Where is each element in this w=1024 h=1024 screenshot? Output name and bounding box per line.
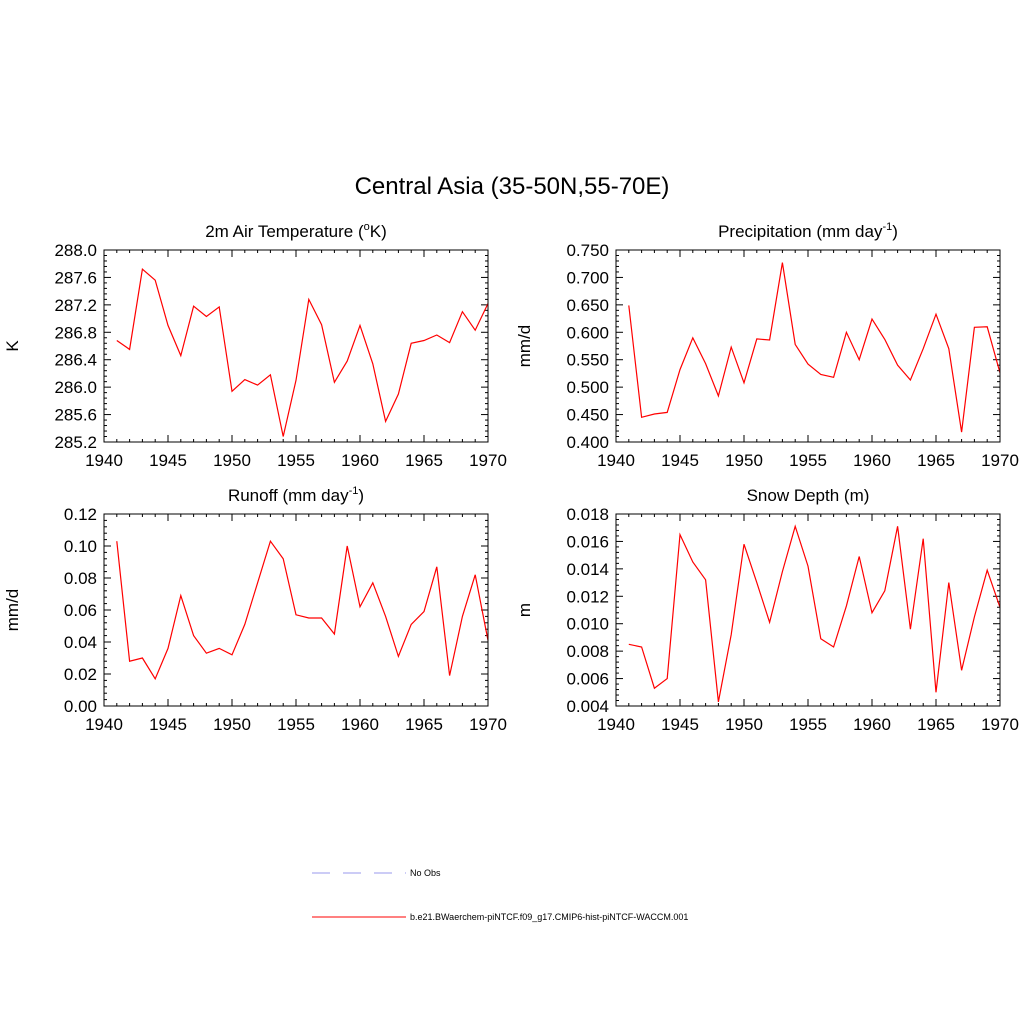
x-tick-label: 1940 xyxy=(85,451,123,470)
x-tick-label: 1965 xyxy=(917,715,955,734)
y-tick-label: 0.004 xyxy=(566,697,609,716)
y-tick-label: 285.2 xyxy=(54,433,97,452)
y-tick-label: 0.04 xyxy=(64,633,97,652)
x-tick-label: 1940 xyxy=(597,451,635,470)
x-tick-label: 1960 xyxy=(853,715,891,734)
x-tick-label: 1945 xyxy=(661,451,699,470)
x-tick-label: 1950 xyxy=(213,451,251,470)
x-tick-label: 1945 xyxy=(149,715,187,734)
y-tick-label: 0.12 xyxy=(64,505,97,524)
panel-title: Runoff (mm day-1) xyxy=(228,485,364,505)
x-tick-label: 1965 xyxy=(405,451,443,470)
y-tick-label: 0.450 xyxy=(566,406,609,425)
y-tick-label: 285.6 xyxy=(54,406,97,425)
y-tick-label: 0.700 xyxy=(566,268,609,287)
figure-title: Central Asia (35-50N,55-70E) xyxy=(355,173,670,200)
y-tick-label: 0.014 xyxy=(566,560,609,579)
panel-title-tail: K) xyxy=(370,222,387,241)
panel-title-main: Snow Depth (m) xyxy=(747,486,870,505)
x-tick-label: 1970 xyxy=(469,715,507,734)
panel-title-superscript: -1 xyxy=(349,485,359,497)
y-axis-label: K xyxy=(3,340,22,352)
y-tick-label: 0.016 xyxy=(566,532,609,551)
y-tick-label: 0.012 xyxy=(566,587,609,606)
panel-title-superscript: o xyxy=(364,221,370,233)
y-tick-label: 0.10 xyxy=(64,537,97,556)
series-line xyxy=(628,524,1001,703)
y-tick-label: 286.4 xyxy=(54,351,97,370)
panel-title: Snow Depth (m) xyxy=(747,486,870,505)
x-tick-label: 1950 xyxy=(213,715,251,734)
plot-frame xyxy=(103,513,489,707)
y-tick-label: 287.2 xyxy=(54,296,97,315)
y-tick-label: 0.018 xyxy=(566,505,609,524)
x-tick-label: 1950 xyxy=(725,451,763,470)
panel-title-tail: ) xyxy=(892,222,898,241)
x-tick-label: 1940 xyxy=(85,715,123,734)
x-tick-label: 1960 xyxy=(341,451,379,470)
x-tick-label: 1970 xyxy=(469,451,507,470)
y-axis-label: mm/d xyxy=(515,325,534,368)
y-tick-label: 0.750 xyxy=(566,241,609,260)
y-tick-label: 286.8 xyxy=(54,323,97,342)
y-tick-label: 0.400 xyxy=(566,433,609,452)
y-tick-label: 0.00 xyxy=(64,697,97,716)
y-tick-label: 286.0 xyxy=(54,378,97,397)
panels-group: 2m Air Temperature (oK) K 285.2 285.6 286.0 2… xyxy=(3,221,1019,734)
x-tick-label: 1960 xyxy=(341,715,379,734)
panel-title-superscript: -1 xyxy=(882,221,892,233)
y-tick-label: 0.650 xyxy=(566,296,609,315)
y-tick-label: 0.550 xyxy=(566,351,609,370)
x-tick-label: 1965 xyxy=(917,451,955,470)
plot-frame xyxy=(615,249,1001,443)
panel-title: 2m Air Temperature (oK) xyxy=(205,221,387,241)
panel-title: Precipitation (mm day-1) xyxy=(718,221,898,241)
panel-3: Runoff (mm day-1) mm/d 0.00 0.02 0.04 0.06 0.0… xyxy=(3,485,507,734)
y-tick-label: 288.0 xyxy=(54,241,97,260)
x-tick-label: 1970 xyxy=(981,451,1019,470)
legend-label-2: b.e21.BWaerchem-piNTCF.f09_g17.CMIP6-his… xyxy=(410,912,688,922)
x-tick-label: 1955 xyxy=(789,451,827,470)
y-tick-label: 0.600 xyxy=(566,323,609,342)
panel-title-main: 2m Air Temperature ( xyxy=(205,222,364,241)
x-tick-label: 1940 xyxy=(597,715,635,734)
y-tick-label: 0.006 xyxy=(566,670,609,689)
plot-frame xyxy=(615,513,1001,707)
y-tick-label: 0.06 xyxy=(64,601,97,620)
series-line xyxy=(628,262,1001,433)
series-line xyxy=(116,539,489,681)
y-axis-label: m xyxy=(515,603,534,617)
series-line xyxy=(116,268,489,437)
x-tick-label: 1955 xyxy=(789,715,827,734)
y-tick-label: 0.02 xyxy=(64,665,97,684)
panel-2: Precipitation (mm day-1) mm/d 0.400 0.450 0.… xyxy=(515,221,1019,470)
x-tick-label: 1965 xyxy=(405,715,443,734)
panel-title-tail: ) xyxy=(358,486,364,505)
x-tick-label: 1945 xyxy=(661,715,699,734)
y-tick-label: 0.008 xyxy=(566,642,609,661)
x-tick-label: 1955 xyxy=(277,451,315,470)
legend-label-1: No Obs xyxy=(410,868,441,878)
x-tick-label: 1955 xyxy=(277,715,315,734)
y-tick-label: 287.6 xyxy=(54,268,97,287)
plot-frame xyxy=(103,249,489,443)
y-tick-label: 0.08 xyxy=(64,569,97,588)
panel-title-main: Precipitation (mm day xyxy=(718,222,883,241)
y-axis-label: mm/d xyxy=(3,589,22,632)
y-tick-label: 0.500 xyxy=(566,378,609,397)
panel-title-main: Runoff (mm day xyxy=(228,486,349,505)
panel-1: 2m Air Temperature (oK) K 285.2 285.6 286.0 2… xyxy=(3,221,507,470)
legend: No Obs b.e21.BWaerchem-piNTCF.f09_g17.CMI… xyxy=(312,868,688,922)
x-tick-label: 1950 xyxy=(725,715,763,734)
x-tick-label: 1970 xyxy=(981,715,1019,734)
y-tick-label: 0.010 xyxy=(566,615,609,634)
x-tick-label: 1945 xyxy=(149,451,187,470)
panel-4: Snow Depth (m) m 0.004 0.006 0.008 0.010 0.012… xyxy=(515,486,1019,734)
x-tick-label: 1960 xyxy=(853,451,891,470)
